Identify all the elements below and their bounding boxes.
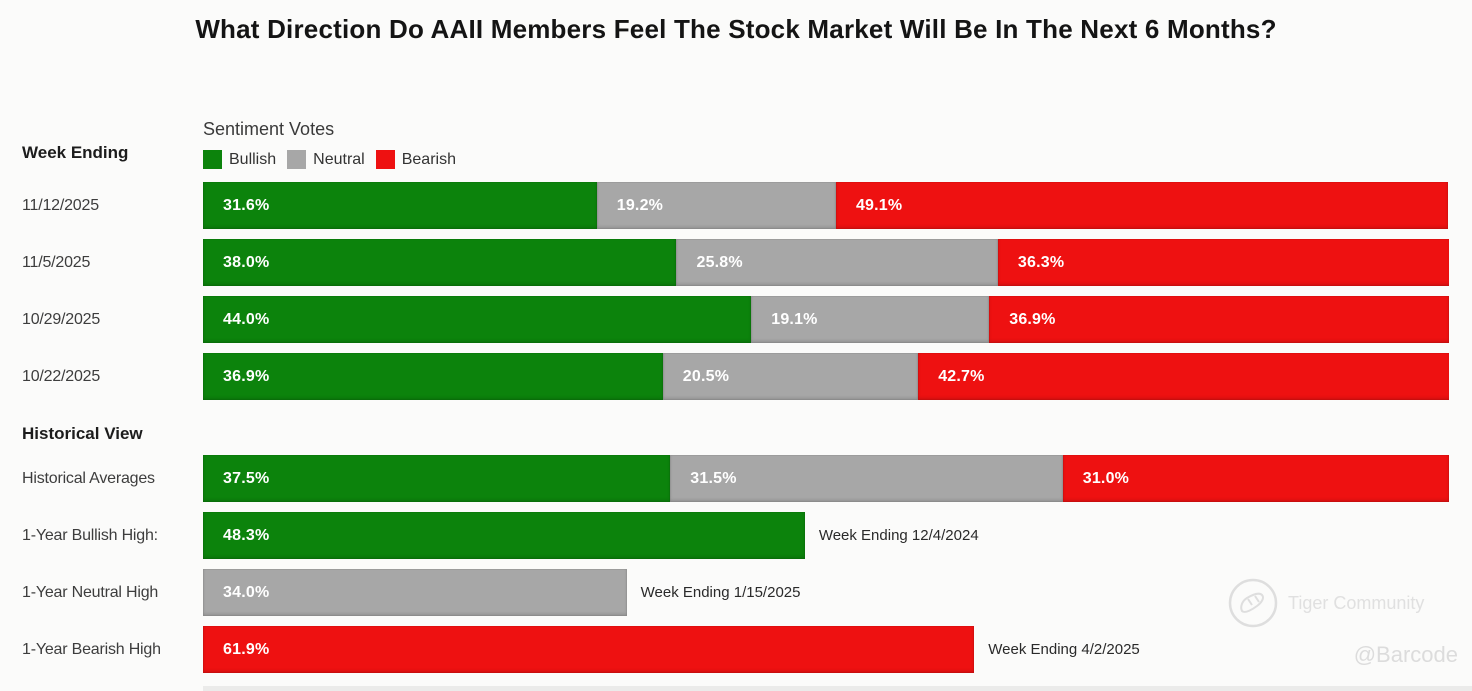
bullish-bar-segment: 48.3% (203, 512, 805, 559)
bar-track: 61.9% Week Ending 4/2/2025 (203, 626, 1449, 673)
bar-value-label: 34.0% (223, 583, 270, 601)
bar-value-label: 31.0% (1082, 469, 1130, 487)
neutral-bar-segment: 34.0% (203, 569, 627, 616)
bearish-bar-segment: 42.7% (918, 353, 1449, 400)
bar-track: 44.0% 19.1% 36.9% (203, 296, 1449, 343)
bullish-legend-swatch-icon (203, 150, 222, 169)
bar-row-1yr-bearish-high: 1-Year Bearish High 61.9% Week Ending 4/… (0, 626, 1472, 673)
historical-view-heading: Historical View (22, 424, 143, 443)
row-label: 10/29/2025 (22, 310, 101, 328)
bar-value-label: 36.9% (1009, 310, 1056, 328)
row-label: Historical Averages (22, 469, 155, 487)
bar-value-label: 19.1% (771, 310, 818, 328)
row-label: 1-Year Bullish High: (22, 526, 158, 544)
sentiment-legend: Bullish Neutral Bearish (203, 150, 460, 169)
bar-row-10-29-2025: 10/29/2025 44.0% 19.1% 36.9% (0, 296, 1472, 343)
bar-track: 48.3% Week Ending 12/4/2024 (203, 512, 1449, 559)
bar-track: 34.0% Week Ending 1/15/2025 (203, 569, 1449, 616)
row-label: 1-Year Bearish High (22, 640, 161, 658)
bar-row-11-5-2025: 11/5/2025 38.0% 25.8% 36.3% (0, 239, 1472, 286)
chart-title: What Direction Do AAII Members Feel The … (195, 14, 1277, 44)
bar-annotation: Week Ending 1/15/2025 (640, 584, 801, 601)
bar-annotation: Week Ending 4/2/2025 (988, 641, 1140, 658)
bar-row-1yr-bullish-high: 1-Year Bullish High: 48.3% Week Ending 1… (0, 512, 1472, 559)
neutral-bar-segment: 31.5% (670, 455, 1063, 502)
bar-row-11-12-2025: 11/12/2025 31.6% 19.2% 49.1% (0, 182, 1472, 229)
bar-value-label: 37.5% (223, 469, 270, 487)
watermark-community-label: Tiger Community (1288, 592, 1425, 613)
watermark: Tiger Community @Barcode (1228, 578, 1458, 668)
bar-value-label: 19.2% (616, 196, 664, 214)
bar-track: 38.0% 25.8% 36.3% (203, 239, 1449, 286)
row-label: 10/22/2025 (22, 367, 101, 385)
bar-value-label: 38.0% (223, 253, 270, 271)
bar-value-label: 31.6% (223, 196, 270, 214)
bearish-bar-segment: 31.0% (1062, 455, 1449, 502)
neutral-bar-segment: 19.2% (596, 182, 836, 229)
bar-value-label: 20.5% (682, 367, 730, 385)
bearish-legend-label: Bearish (401, 150, 456, 168)
week-ending-column-header: Week Ending (22, 143, 129, 162)
neutral-bar-segment: 20.5% (662, 353, 919, 400)
neutral-bar-segment: 25.8% (676, 239, 998, 286)
bearish-bar-segment: 36.3% (997, 239, 1449, 286)
bearish-bar-segment: 36.9% (989, 296, 1449, 343)
bullish-legend-label: Bullish (229, 150, 277, 168)
partial-next-bar (203, 686, 1472, 691)
bar-row-historical-averages: Historical Averages 37.5% 31.5% 31.0% (0, 455, 1472, 502)
bar-row-1yr-neutral-high: 1-Year Neutral High 34.0% Week Ending 1/… (0, 569, 1472, 616)
bar-track: 31.6% 19.2% 49.1% (203, 182, 1449, 229)
bar-value-label: 31.5% (690, 469, 737, 487)
bearish-legend-swatch-icon (375, 150, 395, 169)
bullish-bar-segment: 31.6% (203, 182, 597, 229)
bar-value-label: 36.9% (223, 367, 270, 385)
bearish-bar-segment: 49.1% (835, 182, 1448, 229)
bullish-bar-segment: 36.9% (203, 353, 663, 400)
neutral-bar-segment: 19.1% (751, 296, 990, 343)
bar-track: 36.9% 20.5% 42.7% (203, 353, 1449, 400)
bar-value-label: 36.3% (1017, 253, 1065, 271)
bar-annotation: Week Ending 12/4/2024 (818, 527, 979, 544)
bar-value-label: 25.8% (696, 253, 743, 271)
neutral-legend-label: Neutral (313, 150, 365, 168)
bar-value-label: 61.9% (223, 640, 270, 658)
row-label: 11/12/2025 (22, 196, 99, 214)
bar-value-label: 42.7% (938, 367, 985, 385)
bullish-bar-segment: 44.0% (203, 296, 752, 343)
watermark-handle-label: @Barcode (1353, 642, 1458, 667)
tiger-community-logo-icon (1228, 578, 1278, 628)
row-label: 1-Year Neutral High (22, 583, 159, 601)
bar-value-label: 44.0% (223, 310, 270, 328)
bar-row-10-22-2025: 10/22/2025 36.9% 20.5% 42.7% (0, 353, 1472, 400)
legend-title: Sentiment Votes (203, 119, 335, 139)
bar-track: 37.5% 31.5% 31.0% (203, 455, 1449, 502)
weekly-rows: 11/12/2025 31.6% 19.2% 49.1% 11/5/2025 3… (0, 182, 1472, 410)
neutral-legend-swatch-icon (287, 150, 307, 169)
bar-value-label: 49.1% (855, 196, 903, 214)
historical-rows: Historical Averages 37.5% 31.5% 31.0% 1-… (0, 455, 1472, 683)
row-label: 11/5/2025 (22, 253, 91, 271)
bearish-bar-segment: 61.9% (203, 626, 975, 673)
bullish-bar-segment: 38.0% (203, 239, 677, 286)
bar-value-label: 48.3% (223, 526, 270, 544)
bullish-bar-segment: 37.5% (203, 455, 671, 502)
